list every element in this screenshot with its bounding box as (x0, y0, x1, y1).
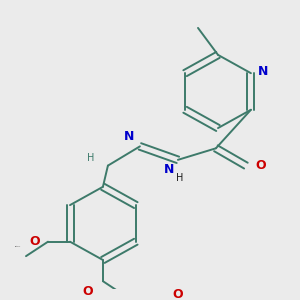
Text: H: H (86, 153, 94, 163)
Text: H: H (176, 173, 184, 183)
Text: O: O (82, 285, 93, 298)
Text: O: O (29, 235, 40, 248)
Text: N: N (124, 130, 134, 142)
Text: O: O (172, 288, 182, 300)
Text: N: N (164, 163, 174, 176)
Text: O: O (255, 159, 266, 172)
Text: N: N (258, 65, 268, 78)
Text: methoxy: methoxy (15, 246, 21, 247)
